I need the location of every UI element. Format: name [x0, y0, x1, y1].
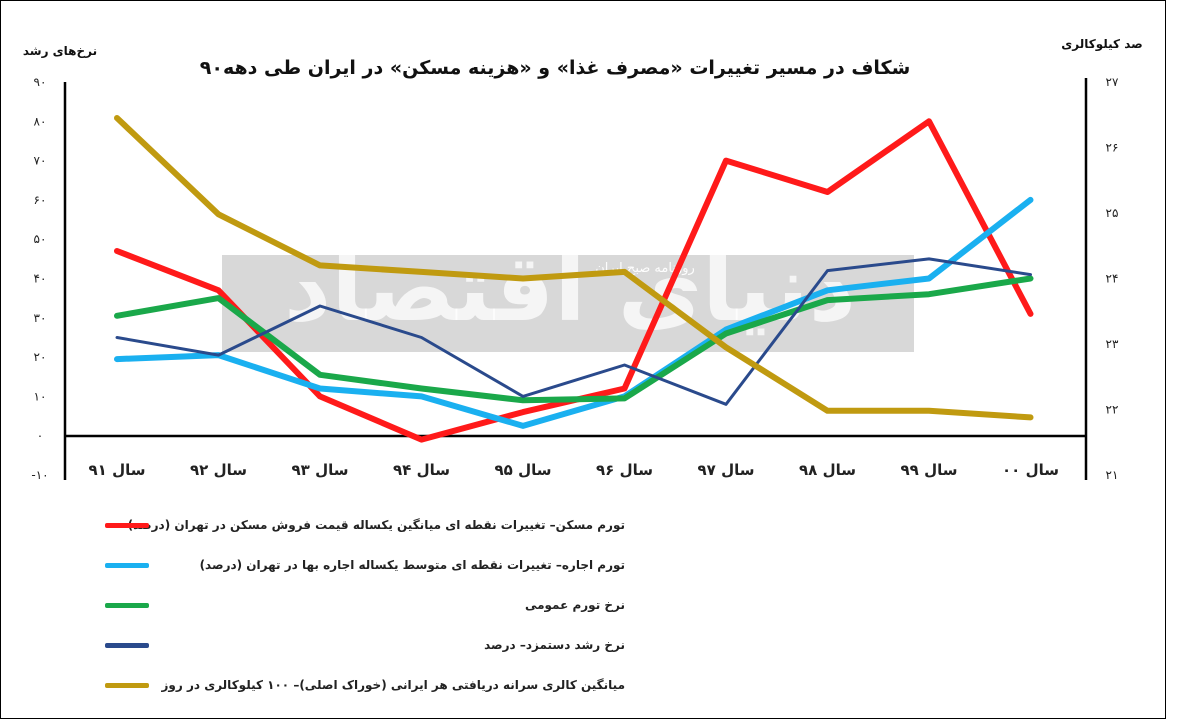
left-tick-label: ۹۰ — [34, 75, 47, 89]
right-axis-title: صد کیلوکالری — [1061, 37, 1142, 52]
chart-frame — [0, 0, 1166, 719]
legend-label: تورم اجاره– تغییرات نقطه ای متوسط یکساله… — [199, 558, 625, 572]
left-tick-label: ۶۰ — [34, 193, 47, 207]
right-tick-label: ۲۱ — [1106, 468, 1119, 482]
series-line-2 — [114, 196, 1034, 429]
left-tick-label: ۲۰ — [34, 350, 47, 364]
right-tick-label: ۲۷ — [1106, 75, 1119, 89]
legend-item-1: تورم مسکن– تغییرات نقطه ای میانگین یکسال… — [105, 505, 625, 545]
right-ticks: ۲۷ ۲۶ ۲۵ ۲۴ ۲۳ ۲۲ ۲۱ — [1106, 75, 1119, 482]
left-axis-title: نرخ‌های رشد — [23, 44, 97, 58]
left-ticks: ۹۰ ۸۰ ۷۰ ۶۰ ۵۰ ۴۰ ۳۰ ۲۰ ۱۰ ۰ -۱۰ — [31, 75, 48, 482]
legend-item-2: تورم اجاره– تغییرات نقطه ای متوسط یکساله… — [105, 545, 625, 585]
series-line-5 — [114, 115, 1034, 421]
chart-svg: دنیای اقتصاد روزنامه صبح ایران شکاف در م… — [23, 37, 1143, 482]
x-tick-label: سال ۹۳ — [292, 461, 349, 479]
legend-item-3: نرخ تورم عمومی — [105, 585, 625, 625]
right-tick-label: ۲۲ — [1106, 403, 1119, 417]
right-tick-label: ۲۳ — [1106, 337, 1119, 351]
right-tick-label: ۲۶ — [1106, 141, 1119, 155]
legend-swatch — [105, 683, 149, 688]
legend: تورم مسکن– تغییرات نقطه ای میانگین یکسال… — [105, 505, 625, 705]
series-layer — [114, 115, 1034, 443]
left-tick-label: ۴۰ — [34, 272, 47, 286]
left-tick-label: ۰ — [37, 429, 43, 443]
x-tick-label: سال ۹۵ — [495, 461, 552, 479]
legend-label: میانگین کالری سرانه دریافتی هر ایرانی (خ… — [161, 678, 625, 692]
left-tick-label: ۸۰ — [34, 114, 47, 128]
x-tick-label: سال ۹۶ — [596, 461, 653, 479]
x-tick-label: سال ۹۱ — [89, 461, 146, 479]
legend-swatch — [105, 643, 149, 648]
x-tick-label: سال ۹۸ — [799, 461, 856, 479]
legend-label: نرخ رشد دستمزد– درصد — [484, 638, 625, 652]
x-tick-label: سال ۹۹ — [901, 461, 958, 479]
left-tick-label: ۱۰ — [34, 389, 47, 403]
watermark-text: دنیای اقتصاد — [284, 235, 856, 342]
legend-label: تورم مسکن– تغییرات نقطه ای میانگین یکسال… — [127, 518, 625, 532]
legend-item-4: نرخ رشد دستمزد– درصد — [105, 625, 625, 665]
left-tick-label: ۷۰ — [34, 154, 47, 168]
right-tick-label: ۲۵ — [1106, 206, 1119, 220]
series-line-3 — [114, 275, 1034, 404]
left-tick-label: ۵۰ — [34, 232, 47, 246]
x-tick-label: سال ۹۴ — [393, 461, 450, 479]
left-tick-label: ۳۰ — [34, 311, 47, 325]
legend-label: نرخ تورم عمومی — [524, 598, 625, 612]
x-tick-label: سال ۰۰ — [1002, 461, 1059, 479]
chart-title: شکاف در مسیر تغییرات «مصرف غذا» و «هزینه… — [200, 57, 911, 79]
x-tick-label: سال ۹۷ — [698, 461, 755, 479]
left-tick-label: -۱۰ — [31, 468, 48, 482]
right-tick-label: ۲۴ — [1106, 272, 1119, 286]
legend-item-5: میانگین کالری سرانه دریافتی هر ایرانی (خ… — [105, 665, 625, 705]
legend-swatch — [105, 603, 149, 608]
legend-swatch — [105, 523, 149, 528]
legend-swatch — [105, 563, 149, 568]
x-tick-label: سال ۹۲ — [190, 461, 247, 479]
series-line-4 — [115, 257, 1032, 406]
x-ticks: سال ۹۱ سال ۹۲ سال ۹۳ سال ۹۴ سال ۹۵ سال ۹۶ سال … — [89, 461, 1059, 479]
